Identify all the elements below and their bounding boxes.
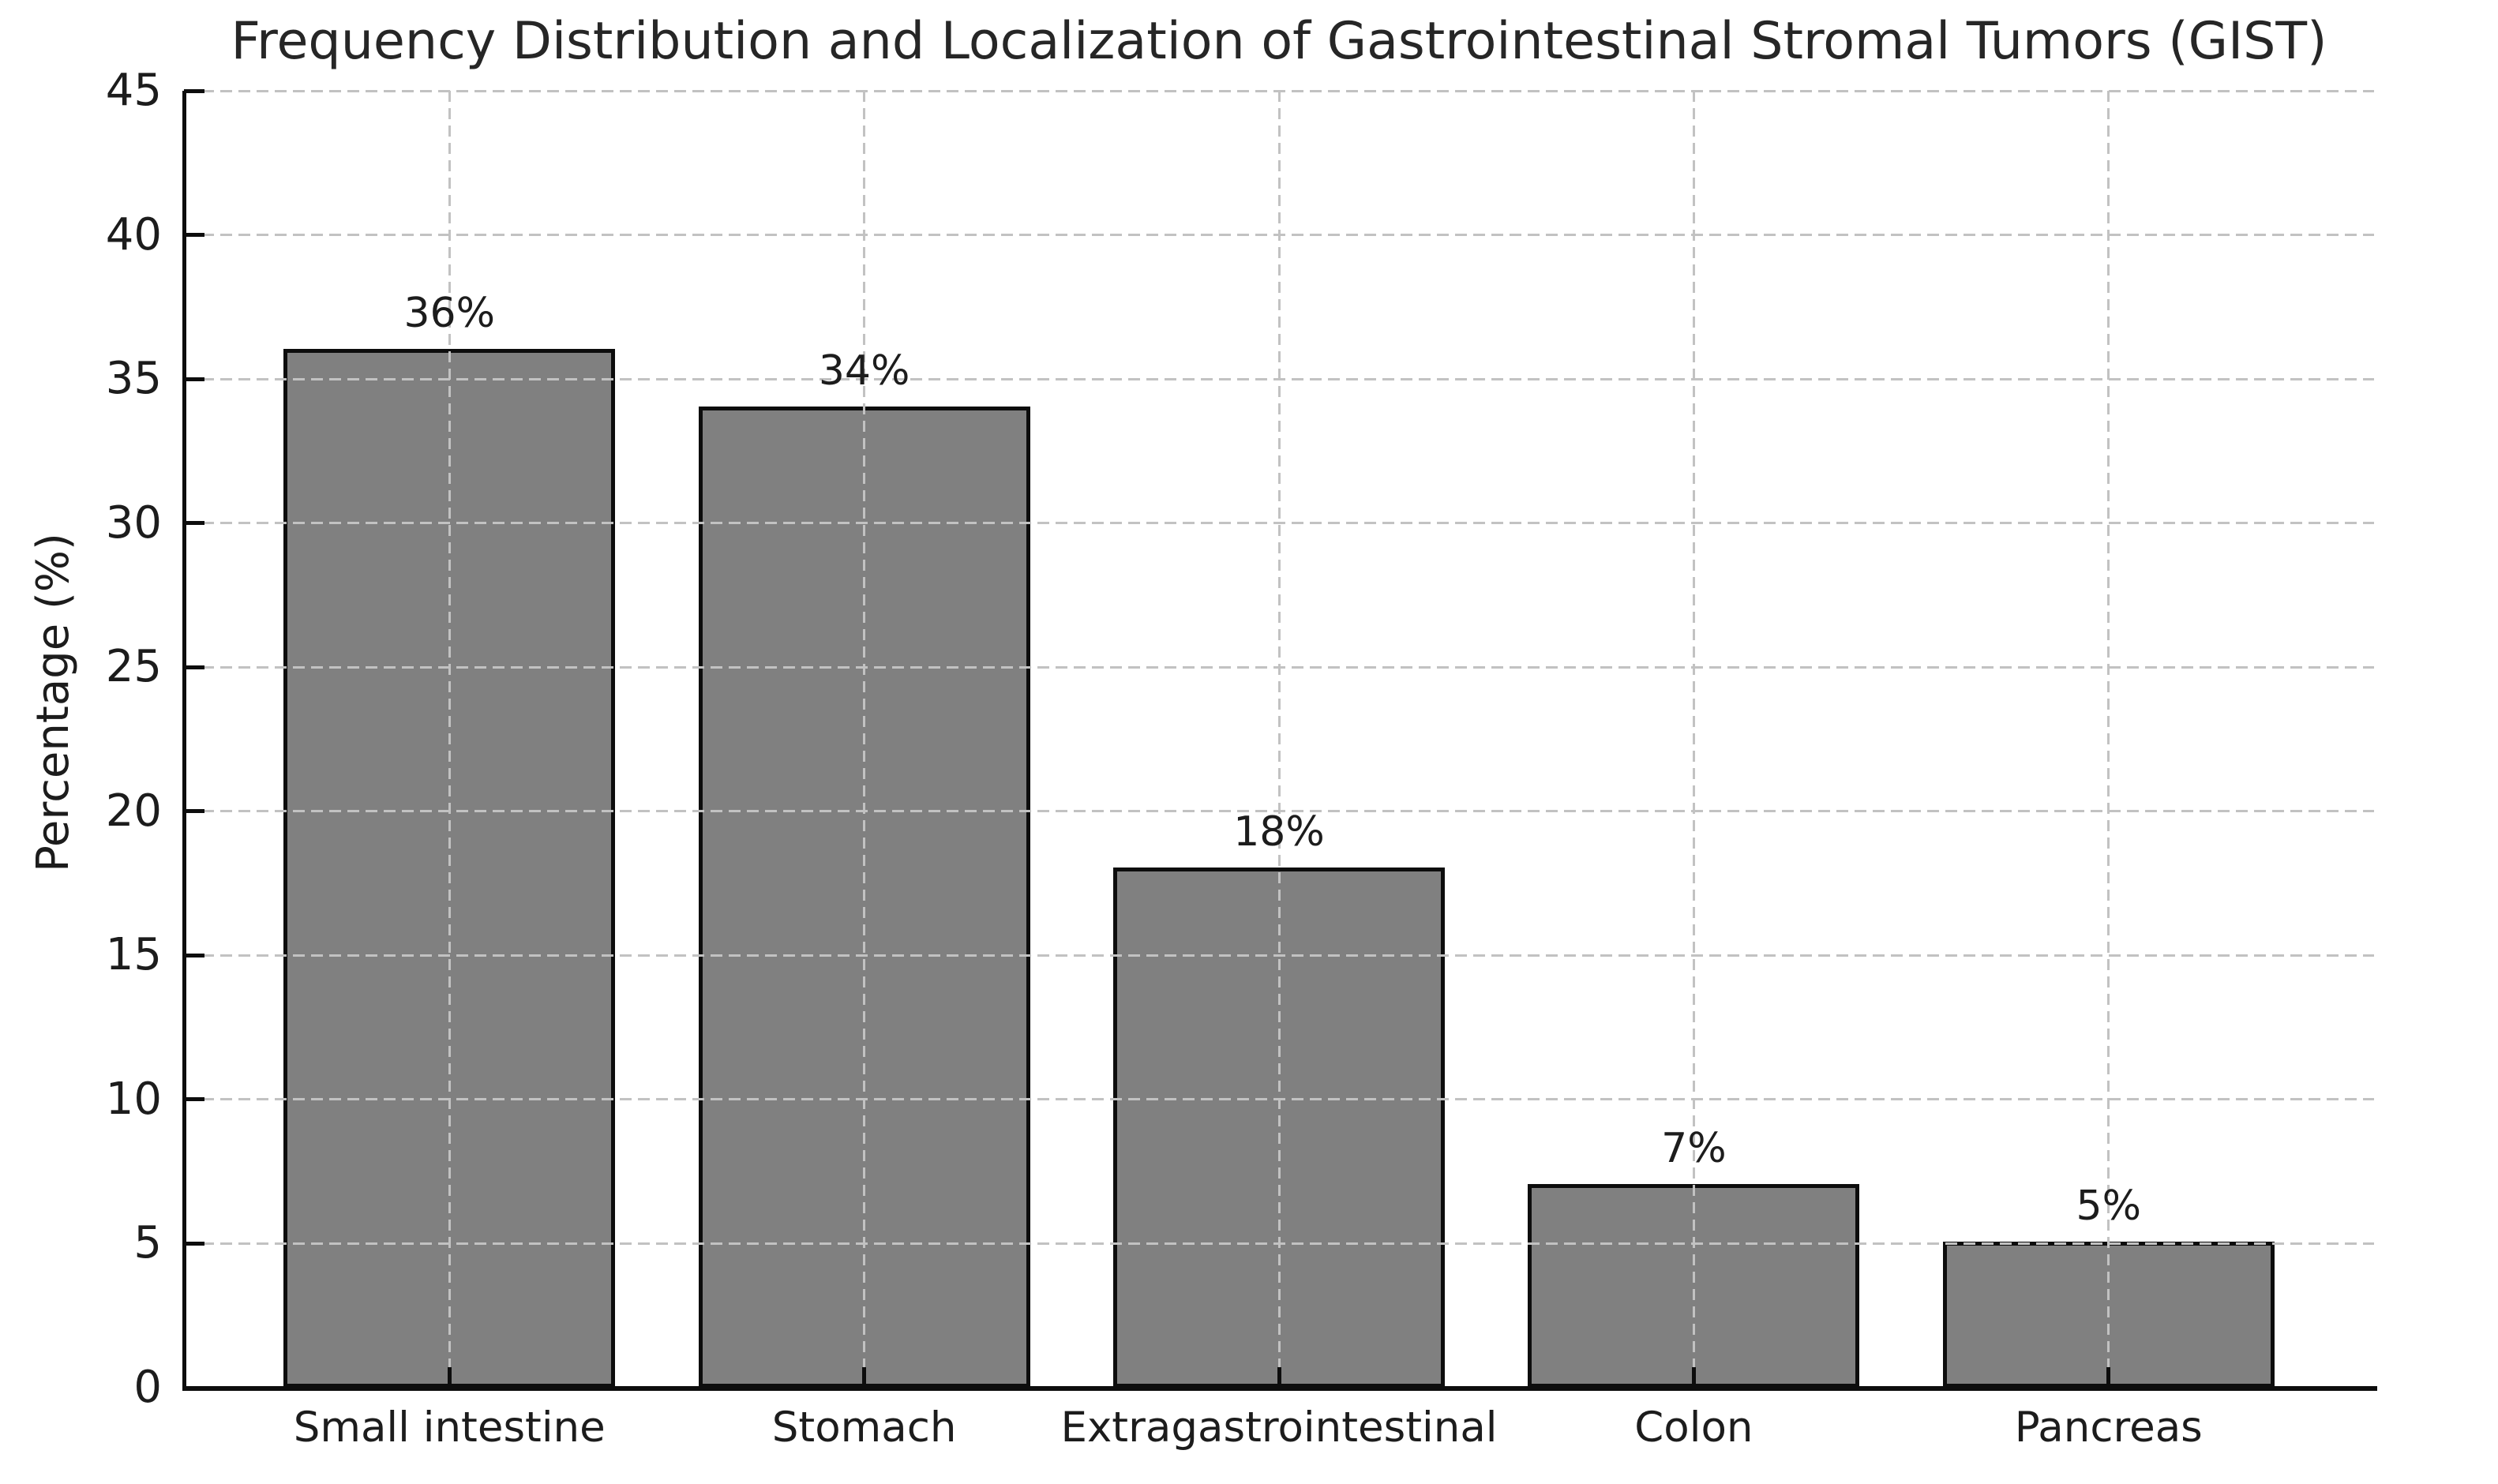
y-tick-label: 20 xyxy=(105,785,162,837)
x-category-label: Stomach xyxy=(771,1403,957,1452)
bar-value-label: 18% xyxy=(1233,808,1325,856)
v-gridline xyxy=(448,91,451,1388)
y-tick-mark xyxy=(184,665,204,669)
y-tick-label: 40 xyxy=(105,208,162,260)
y-axis-spine xyxy=(182,91,186,1391)
y-tick-label: 0 xyxy=(133,1362,162,1413)
y-tick-mark xyxy=(184,953,204,957)
y-tick-mark xyxy=(184,233,204,238)
x-tick-mark xyxy=(1691,1367,1696,1388)
y-tick-mark xyxy=(184,521,204,526)
x-category-label: Colon xyxy=(1634,1403,1753,1452)
v-gridline xyxy=(2107,91,2110,1388)
x-category-label: Small intestine xyxy=(293,1403,606,1452)
y-tick-mark xyxy=(184,88,204,93)
y-tick-label: 35 xyxy=(105,353,162,405)
v-gridline xyxy=(1277,91,1281,1388)
bar-value-label: 5% xyxy=(2076,1182,2142,1231)
y-tick-mark xyxy=(184,1241,204,1246)
bar-value-label: 34% xyxy=(818,347,910,395)
v-gridline xyxy=(863,91,866,1388)
x-category-label: Extragastrointestinal xyxy=(1060,1403,1498,1452)
y-tick-label: 5 xyxy=(133,1217,162,1269)
bar-value-label: 7% xyxy=(1661,1125,1727,1173)
x-category-label: Pancreas xyxy=(2014,1403,2203,1452)
y-tick-label: 15 xyxy=(105,929,162,981)
x-tick-mark xyxy=(1277,1367,1281,1388)
v-gridline xyxy=(1692,91,1695,1388)
y-tick-mark xyxy=(184,1385,204,1390)
x-tick-mark xyxy=(447,1367,452,1388)
y-tick-label: 10 xyxy=(105,1073,162,1125)
x-tick-mark xyxy=(2106,1367,2111,1388)
y-tick-label: 25 xyxy=(105,641,162,693)
bar-value-label: 36% xyxy=(403,289,496,337)
chart-title: Frequency Distribution and Localization … xyxy=(231,12,2327,71)
y-tick-mark xyxy=(184,377,204,381)
x-axis-spine xyxy=(182,1386,2377,1391)
y-tick-label: 30 xyxy=(105,497,162,549)
y-tick-label: 45 xyxy=(105,65,162,116)
y-tick-mark xyxy=(184,1097,204,1102)
x-tick-mark xyxy=(862,1367,867,1388)
y-tick-mark xyxy=(184,809,204,814)
